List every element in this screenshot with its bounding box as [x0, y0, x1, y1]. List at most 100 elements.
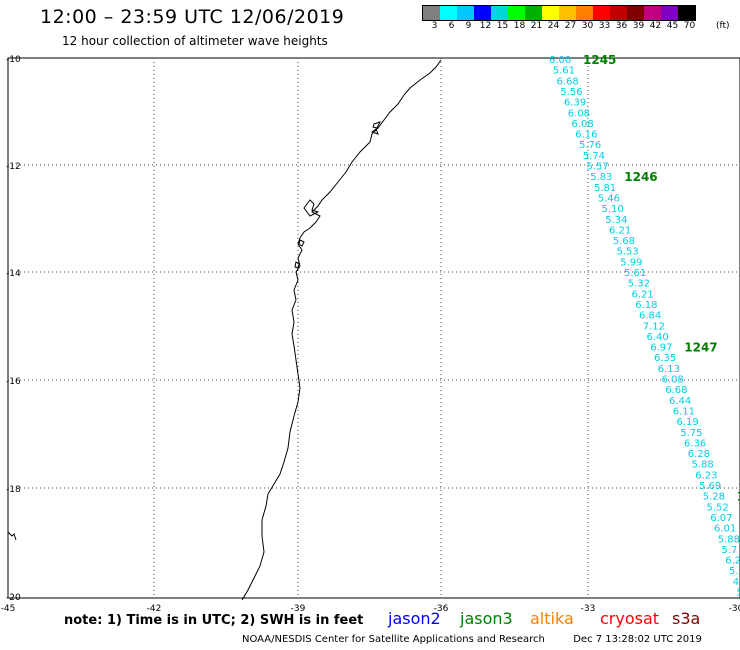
lon-tick-label: -30 — [729, 604, 740, 614]
color-swatch-14 — [661, 6, 678, 20]
wave-height-label: 6.08 — [662, 375, 684, 386]
satellite-track: 6.005.616.685.566.396.086.086.165.765.74… — [549, 53, 740, 599]
lat-tick-label: -10 — [6, 55, 21, 65]
color-swatch-3 — [474, 6, 491, 20]
lat-tick-label: -16 — [6, 377, 21, 387]
map-grid: -10 -12 -14 -16 -18 -20-45 -42 -39 -36 -33 -30 — [1, 55, 740, 614]
lon-tick-label: -39 — [291, 604, 306, 614]
wave-height-label: 6.2 — [725, 556, 740, 567]
color-legend-label: 6 — [448, 21, 455, 31]
satellite-legend-jason3: jason3 — [460, 609, 513, 628]
wave-height-label: 6.01 — [714, 524, 736, 535]
wave-height-label: 6.18 — [635, 300, 657, 311]
page-subtitle: 12 hour collection of altimeter wave hei… — [62, 34, 328, 48]
color-legend-label: 70 — [683, 21, 696, 31]
color-legend-label: 30 — [581, 21, 594, 31]
color-swatch-15 — [678, 6, 695, 20]
wave-height-label: 5.61 — [624, 268, 646, 279]
lon-tick-label: -36 — [434, 604, 449, 614]
color-legend-label: 36 — [615, 21, 628, 31]
lat-tick-label: -18 — [6, 485, 21, 495]
color-swatch-0 — [423, 6, 440, 20]
pass-number-label: 1245 — [583, 53, 616, 67]
wave-height-label: 5.10 — [602, 204, 624, 215]
color-swatch-12 — [627, 6, 644, 20]
satellite-legend-altika: altika — [530, 609, 574, 628]
wave-height-label: 6.11 — [673, 406, 695, 417]
color-swatch-5 — [508, 6, 525, 20]
wave-height-label: 5.61 — [553, 66, 575, 77]
wave-height-label: 6.19 — [677, 417, 699, 428]
wave-height-label: 5.28 — [703, 492, 725, 503]
lon-tick-label: -33 — [581, 604, 596, 614]
wave-height-label: 5 — [737, 588, 740, 599]
color-legend-label: 24 — [547, 21, 560, 31]
wave-height-label: 6.40 — [647, 332, 669, 343]
wave-height-label: 5.34 — [605, 215, 627, 226]
lat-tick-label: -12 — [6, 162, 21, 172]
pass-number-label: 1247 — [684, 341, 717, 355]
color-legend-label: 21 — [530, 21, 543, 31]
wave-height-label: 6.36 — [684, 438, 706, 449]
color-legend-unit: (ft) — [716, 21, 730, 31]
pass-number-label: 1 — [737, 490, 740, 504]
color-legend-label: 18 — [513, 21, 526, 31]
wave-height-label: 5.46 — [598, 193, 620, 204]
wave-height-label: 7.12 — [643, 321, 665, 332]
wave-height-label: 6.68 — [557, 76, 579, 87]
color-swatch-11 — [610, 6, 627, 20]
wave-height-label: 6.08 — [572, 119, 594, 130]
color-legend-label: 42 — [649, 21, 662, 31]
color-legend-label: 39 — [632, 21, 645, 31]
wave-height-label: 6.00 — [549, 55, 571, 66]
color-legend-label: 45 — [666, 21, 679, 31]
wave-height-label: 6.35 — [654, 353, 676, 364]
coastline — [241, 59, 442, 601]
color-swatch-9 — [576, 6, 593, 20]
wave-height-label: 6.28 — [688, 449, 710, 460]
wave-height-label: 5.75 — [680, 428, 702, 439]
satellite-legend-cryosat: cryosat — [600, 609, 660, 628]
color-swatch-1 — [440, 6, 457, 20]
wave-height-label: 6.44 — [669, 396, 691, 407]
lon-tick-label: -42 — [147, 604, 162, 614]
wave-height-label: 4. — [733, 577, 740, 588]
wave-height-label: 5.88 — [718, 534, 740, 545]
pass-number-label: 1246 — [624, 170, 657, 184]
wave-height-label: 6.16 — [575, 130, 597, 141]
color-swatch-7 — [542, 6, 559, 20]
color-legend-label: 15 — [496, 21, 509, 31]
lat-tick-label: -14 — [6, 269, 21, 279]
wave-height-label: 6.08 — [568, 108, 590, 119]
footnote: note: 1) Time is in UTC; 2) SWH is in fe… — [64, 613, 364, 628]
wave-height-label: 6.23 — [695, 470, 717, 481]
wave-height-label: 5.88 — [692, 460, 714, 471]
wave-height-label: 5.74 — [583, 151, 605, 162]
footer-timestamp: Dec 7 13:28:02 UTC 2019 — [573, 634, 702, 645]
lon-tick-label: -45 — [1, 604, 16, 614]
coast-fragment — [7, 531, 17, 541]
color-swatch-6 — [525, 6, 542, 20]
wave-height-label: 5.52 — [707, 502, 729, 513]
wave-height-label: 5.53 — [617, 247, 639, 258]
satellite-legend-jason2: jason2 — [388, 609, 441, 628]
wave-height-label: 5.99 — [620, 257, 642, 268]
footer-text: NOAA/NESDIS Center for Satellite Applica… — [242, 634, 702, 645]
wave-height-label: 5.32 — [628, 279, 650, 290]
wave-height-label: 6.21 — [609, 225, 631, 236]
color-swatch-8 — [559, 6, 576, 20]
wave-height-color-legend — [422, 5, 696, 21]
wave-height-label: 6.21 — [632, 289, 654, 300]
wave-height-label: 5.81 — [594, 183, 616, 194]
color-swatch-13 — [644, 6, 661, 20]
color-legend-label: 3 — [431, 21, 438, 31]
color-swatch-10 — [593, 6, 610, 20]
color-legend-labels: 3 6 9 12 15 18 21 24 27 30 33 36 39 42 45 70 — [426, 21, 698, 31]
color-legend-label: 12 — [479, 21, 492, 31]
satellite-legend-s3a: s3a — [672, 609, 701, 628]
wave-height-label: 5.56 — [560, 87, 582, 98]
wave-height-label: 5.69 — [699, 481, 721, 492]
wave-height-label: 6.07 — [710, 513, 732, 524]
wave-height-label: 6.97 — [650, 343, 672, 354]
